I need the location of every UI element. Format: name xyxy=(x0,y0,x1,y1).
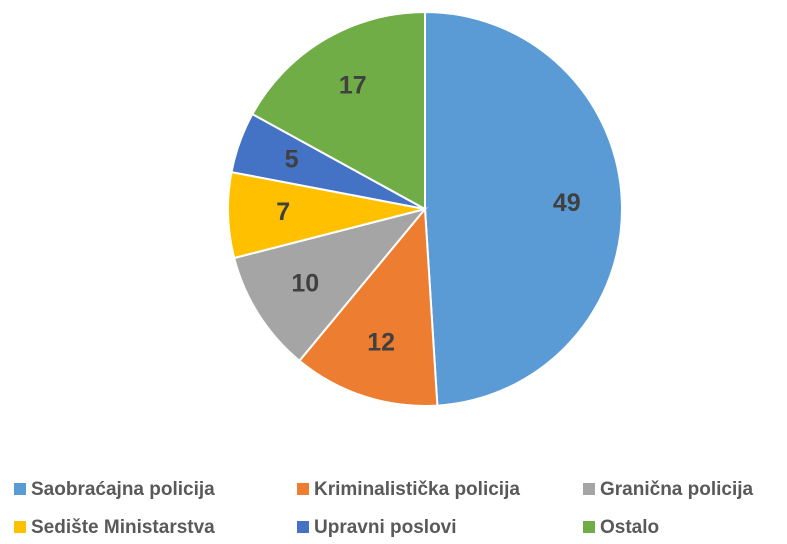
legend-swatch xyxy=(583,483,595,495)
pie-slice xyxy=(251,10,426,211)
legend-label: Kriminalistička policija xyxy=(314,479,520,500)
legend-label: Ostalo xyxy=(600,517,659,538)
data-label: 17 xyxy=(339,72,367,100)
legend-label: Upravni poslovi xyxy=(314,517,457,538)
data-label: 7 xyxy=(276,198,290,226)
pie-slice xyxy=(232,207,428,363)
legend-label: Sedište Ministarstva xyxy=(31,517,215,538)
legend-swatch xyxy=(297,483,309,495)
legend-swatch xyxy=(583,521,595,533)
data-label: 5 xyxy=(285,146,299,174)
data-label: 10 xyxy=(291,270,319,298)
legend-label: Saobraćajna policija xyxy=(31,479,215,500)
legend-swatch xyxy=(14,521,26,533)
pie-slice xyxy=(424,10,623,407)
legend-swatch xyxy=(297,521,309,533)
pie-slice xyxy=(298,206,439,407)
data-label: 49 xyxy=(553,189,581,217)
legend-label: Granična policija xyxy=(600,479,754,500)
legend-swatch xyxy=(14,483,26,495)
data-label: 12 xyxy=(367,329,395,357)
